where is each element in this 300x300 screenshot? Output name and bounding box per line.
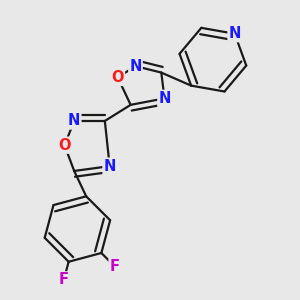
Text: N: N xyxy=(229,26,241,41)
Text: F: F xyxy=(59,272,69,287)
Text: N: N xyxy=(129,58,142,74)
Text: O: O xyxy=(112,70,124,85)
Text: O: O xyxy=(58,138,71,153)
Text: N: N xyxy=(103,159,116,174)
Text: N: N xyxy=(158,91,171,106)
Text: F: F xyxy=(110,259,120,274)
Text: N: N xyxy=(68,113,80,128)
